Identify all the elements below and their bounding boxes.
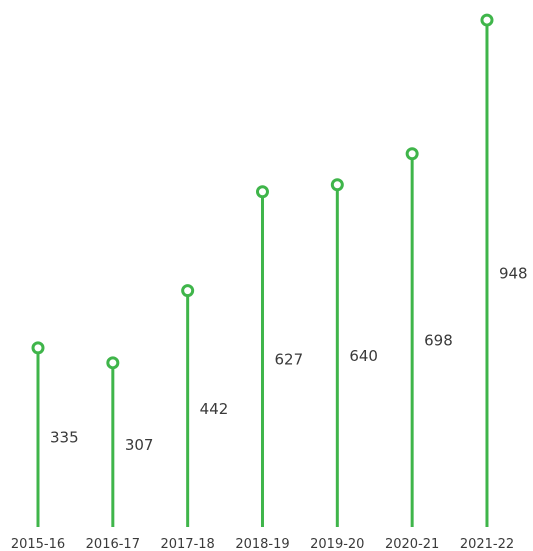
lollipop-marker xyxy=(181,284,195,298)
lollipop-marker xyxy=(255,185,269,199)
data-label: 307 xyxy=(125,436,154,454)
x-tick-label: 2016-17 xyxy=(86,537,140,551)
x-tick-label: 2021-22 xyxy=(460,537,514,551)
data-label: 640 xyxy=(349,347,378,365)
chart-marks: 335 2015-16 307 2016-17 442 2017-18 627 2018-19… xyxy=(11,13,528,551)
data-label: 442 xyxy=(200,400,229,418)
x-tick-label: 2020-21 xyxy=(385,537,439,551)
data-label: 335 xyxy=(50,428,79,446)
lollipop-marker xyxy=(405,147,419,161)
data-label: 627 xyxy=(274,350,303,368)
x-tick-label: 2018-19 xyxy=(235,537,289,551)
x-tick-label: 2017-18 xyxy=(160,537,214,551)
lollipop-marker xyxy=(480,13,494,27)
data-label: 948 xyxy=(499,265,528,283)
data-label: 698 xyxy=(424,331,453,349)
lollipop-marker xyxy=(31,341,45,355)
x-tick-label: 2015-16 xyxy=(11,537,65,551)
x-tick-label: 2019-20 xyxy=(310,537,364,551)
lollipop-marker xyxy=(330,178,344,192)
lollipop-marker xyxy=(106,356,120,370)
